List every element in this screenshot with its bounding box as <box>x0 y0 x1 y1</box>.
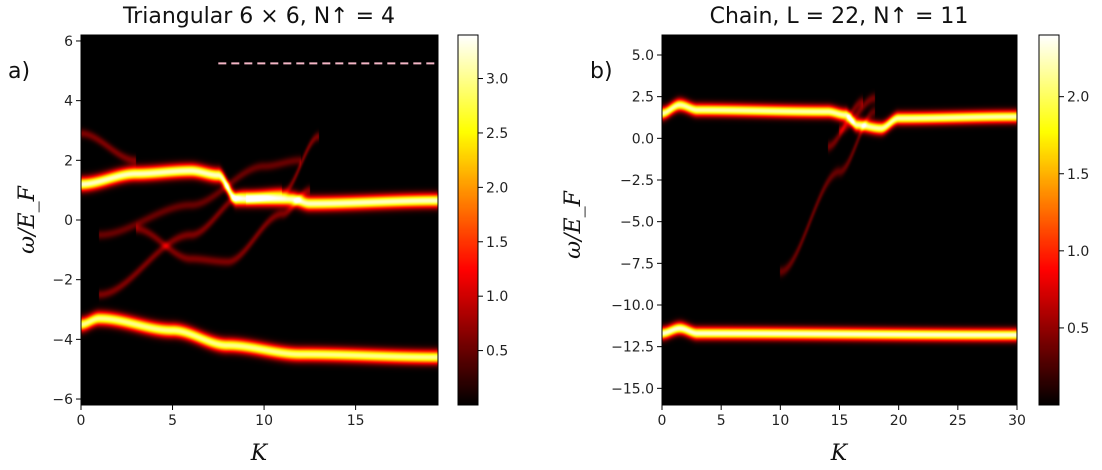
panel-b-heatmap <box>662 35 1017 405</box>
x-tick-label: 15 <box>831 413 849 429</box>
x-tick-label: 0 <box>658 413 667 429</box>
colorbar-tick-label: 1.0 <box>1067 244 1089 260</box>
panel-b-ylabel: ω/E_F <box>561 190 586 258</box>
y-tick-label: −15.0 <box>611 381 654 397</box>
y-tick-label: 4 <box>64 94 73 110</box>
panel-a-y-axis: 6 4 2 0 −2 −4 −6 <box>52 34 81 408</box>
y-tick-label: −10.0 <box>611 298 654 314</box>
panel-a-colorbar-frame <box>457 34 479 406</box>
y-tick-label: 6 <box>64 34 73 50</box>
x-tick-label: 30 <box>1008 413 1026 429</box>
x-tick-label: 25 <box>949 413 967 429</box>
y-tick-label: −2 <box>52 273 73 289</box>
y-tick-label: −2.5 <box>620 173 654 189</box>
y-tick-label: −5.0 <box>620 215 654 231</box>
x-tick-label: 10 <box>771 413 789 429</box>
panel-b: Chain, L = 22, N↑ = 11 b) 0 5 10 15 20 25 30 5… <box>561 4 1089 466</box>
x-tick-label: 5 <box>717 413 726 429</box>
x-tick-label: 5 <box>168 413 177 429</box>
y-tick-label: 5.0 <box>632 48 654 64</box>
panel-a-title: Triangular 6 × 6, N↑ = 4 <box>122 4 395 29</box>
panel-a-ylabel: ω/E_F <box>15 185 40 253</box>
panel-a-heatmap <box>81 35 438 405</box>
colorbar-tick-label: 2.5 <box>486 126 508 142</box>
panel-a: Triangular 6 × 6, N↑ = 4 a) 0 5 10 15 6420−… <box>8 4 508 466</box>
y-tick-label: 2.5 <box>632 90 654 106</box>
y-tick-label: 0.0 <box>632 131 654 147</box>
colorbar-tick-label: 0.5 <box>1067 321 1089 337</box>
panel-b-title: Chain, L = 22, N↑ = 11 <box>710 4 969 29</box>
panel-a-label: a) <box>8 59 30 84</box>
y-tick-label: −6 <box>52 392 73 408</box>
panel-b-colorbar-frame <box>1038 34 1060 406</box>
y-tick-label: 2 <box>64 153 73 169</box>
y-tick-label: 0 <box>64 213 73 229</box>
colorbar-tick-label: 0.5 <box>486 344 508 360</box>
y-tick-label: −4 <box>52 332 73 348</box>
panel-b-colorbar <box>1039 35 1059 405</box>
y-tick-label: −12.5 <box>611 340 654 356</box>
colorbar-tick-label: 2.0 <box>1067 90 1089 106</box>
panel-b-xlabel: K <box>830 441 849 466</box>
y-tick-label: −7.5 <box>620 256 654 272</box>
colorbar-tick-label: 1.5 <box>1067 167 1089 183</box>
colorbar-tick-label: 1.5 <box>486 235 508 251</box>
panel-b-colorbar-ticks: 2.0 1.5 1.0 0.5 <box>1059 90 1089 337</box>
colorbar-tick-label: 3.0 <box>486 72 508 88</box>
panel-a-colorbar <box>458 35 478 405</box>
x-tick-label: 15 <box>347 413 365 429</box>
x-tick-label: 0 <box>77 413 86 429</box>
panel-b-x-axis: 0 5 10 15 20 25 30 <box>658 405 1026 429</box>
panel-a-xlabel: K <box>250 441 269 466</box>
colorbar-tick-label: 1.0 <box>486 289 508 305</box>
panel-a-x-axis: 0 5 10 15 <box>77 405 365 429</box>
x-tick-label: 20 <box>890 413 908 429</box>
x-tick-label: 10 <box>255 413 273 429</box>
panel-a-colorbar-ticks: 3.0 2.5 2.0 1.5 1.0 0.5 <box>478 72 508 360</box>
panel-b-label: b) <box>590 59 613 84</box>
colorbar-tick-label: 2.0 <box>486 180 508 196</box>
panel-b-y-axis: 5.0 2.5 0.0 −2.5 −5.0 −7.5 −10.0 −12.5 −15.0 <box>611 48 662 397</box>
